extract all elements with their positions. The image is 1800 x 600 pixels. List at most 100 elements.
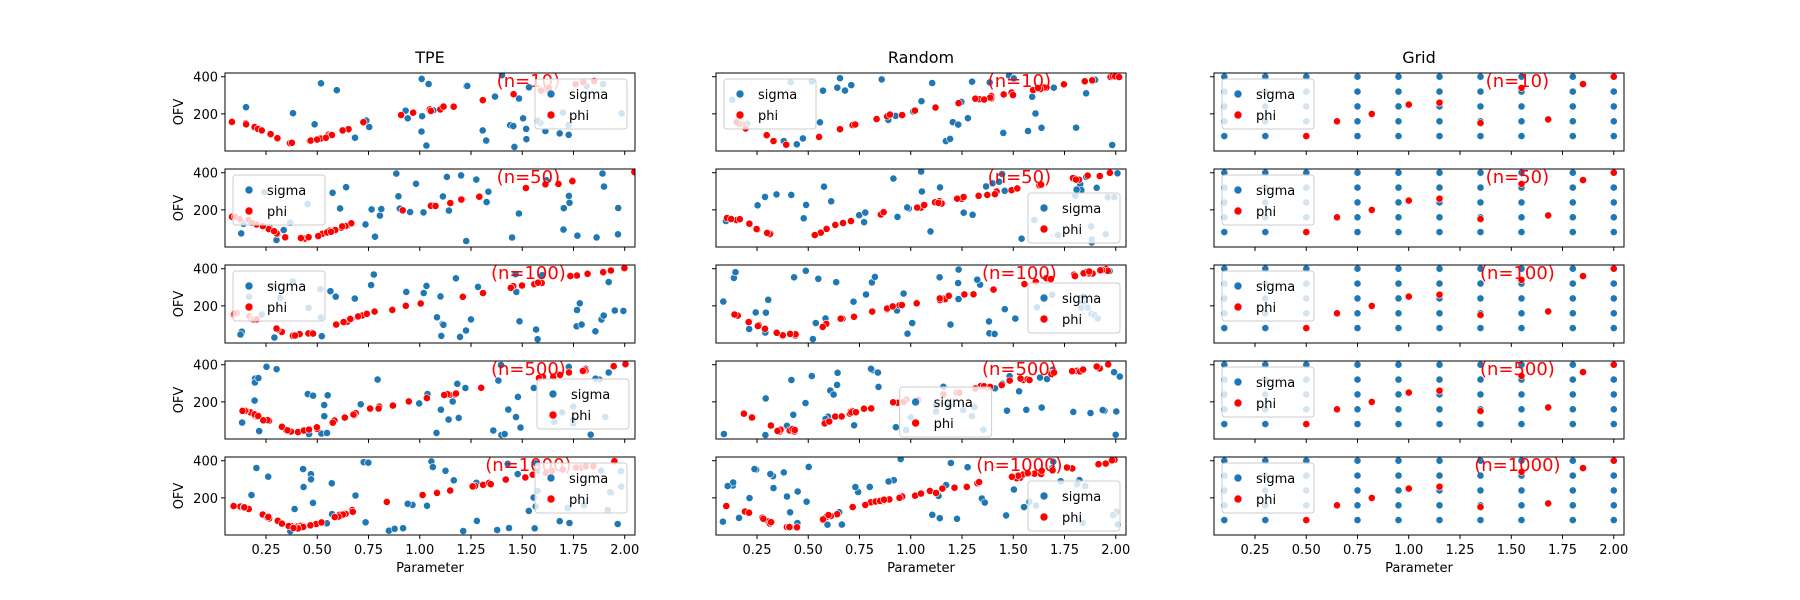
sigma-point	[908, 319, 917, 327]
sigma-point	[995, 177, 1003, 186]
sigma-legend-marker	[244, 281, 254, 291]
phi-point	[422, 394, 431, 402]
sigma-point	[351, 491, 360, 500]
phi-point	[786, 329, 794, 338]
phi-point	[1404, 484, 1413, 493]
phi-point	[1009, 91, 1017, 99]
sigma-point	[511, 270, 520, 279]
sigma-point	[793, 487, 802, 496]
sigma-point	[1353, 117, 1362, 126]
sigma-point	[417, 75, 426, 83]
sigma-point	[816, 118, 824, 127]
legend-label-sigma: sigma	[1256, 280, 1295, 295]
sigma-point	[1568, 73, 1577, 81]
legend-box	[899, 386, 993, 438]
sigma-point	[1098, 406, 1107, 414]
phi-point	[954, 99, 963, 108]
phi-point	[1367, 493, 1376, 502]
phi-point	[974, 191, 983, 200]
sigma-point	[555, 517, 564, 526]
sigma-legend-marker	[1233, 185, 1243, 195]
sigma-point	[1568, 198, 1577, 207]
phi-point	[1579, 80, 1587, 88]
legend-box	[1221, 78, 1315, 130]
legend-label-sigma: sigma	[1256, 376, 1295, 391]
phi-point	[1013, 184, 1022, 193]
phi-point	[1071, 272, 1079, 280]
sigma-point	[751, 308, 760, 317]
sigma-point	[279, 226, 288, 234]
phi-legend-marker	[546, 494, 556, 504]
phi-point	[745, 508, 753, 517]
sigma-point	[917, 169, 925, 176]
phi-point	[1050, 368, 1058, 377]
sigma-point	[1435, 279, 1444, 288]
legend-box	[536, 378, 630, 430]
phi-point	[330, 513, 339, 521]
sigma-point	[1394, 73, 1403, 81]
phi-point	[317, 518, 326, 527]
sigma-point	[461, 384, 470, 392]
phi-point	[999, 90, 1008, 99]
sigma-point	[448, 397, 457, 406]
sigma-point	[946, 134, 954, 143]
x-tick-label: 0.50	[303, 543, 332, 558]
sigma-point	[498, 73, 506, 80]
sigma-point	[1609, 294, 1618, 303]
sigma-point	[928, 79, 937, 87]
sigma-point	[1568, 294, 1577, 303]
sigma-point	[1394, 486, 1403, 495]
sigma-point	[1394, 169, 1403, 177]
sigma-point	[1261, 132, 1270, 140]
phi-point	[305, 425, 313, 434]
phi-point	[240, 503, 249, 512]
phi-legend-marker	[244, 302, 254, 312]
sigma-point	[980, 498, 989, 507]
sigma-point	[323, 391, 332, 400]
phi-point	[1079, 365, 1087, 374]
phi-point	[1544, 403, 1553, 412]
sigma-point	[604, 278, 613, 286]
sigma-point	[1517, 405, 1526, 414]
sigma-point	[833, 83, 842, 92]
y-axis-label: OFV	[172, 291, 187, 318]
phi-point	[763, 228, 771, 237]
phi-point	[366, 404, 374, 413]
x-tick-label: 1.00	[896, 543, 925, 558]
sigma-point	[424, 80, 433, 88]
sigma-point	[555, 129, 564, 138]
sigma-point	[1353, 486, 1362, 495]
sigma-point	[270, 333, 279, 342]
sigma-point	[766, 470, 775, 478]
phi-point	[565, 368, 573, 377]
sigma-point	[418, 112, 426, 121]
phi-point	[920, 201, 929, 209]
sigma-point	[1476, 228, 1485, 236]
x-tick-label: 1.25	[1446, 543, 1475, 558]
phi-point	[1092, 362, 1101, 371]
sigma-point	[1110, 368, 1118, 377]
y-tick-label: 400	[193, 167, 218, 182]
phi-point	[609, 362, 618, 371]
phi-point	[912, 299, 921, 308]
sigma-point	[432, 428, 441, 437]
phi-point	[735, 215, 744, 224]
sigma-point	[513, 470, 522, 478]
phi-point	[446, 199, 455, 207]
phi-point	[277, 422, 286, 431]
sigma-point	[1435, 213, 1444, 222]
panel-frame	[224, 168, 636, 248]
sigma-point	[519, 114, 527, 123]
phi-point	[599, 268, 608, 277]
sigma-point	[1568, 471, 1577, 480]
sigma-point	[1394, 228, 1403, 236]
sigma-point	[412, 179, 420, 188]
x-tick-label: 2.00	[1599, 543, 1628, 558]
phi-point	[1544, 115, 1553, 124]
sigma-point	[1435, 309, 1444, 318]
sigma-point	[807, 372, 816, 380]
sigma-point	[403, 499, 412, 508]
legend-label-sigma: sigma	[267, 184, 306, 199]
legend: sigma phi	[723, 78, 817, 130]
phi-point	[819, 515, 827, 524]
